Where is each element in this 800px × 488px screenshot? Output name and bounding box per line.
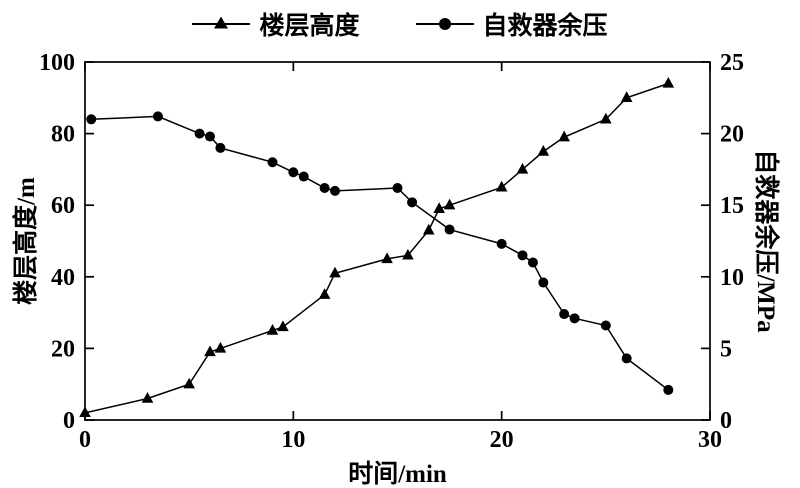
triangle-marker: [433, 202, 445, 213]
triangle-marker: [79, 406, 91, 418]
circle-marker: [569, 313, 580, 324]
triangle-marker: [600, 112, 612, 124]
triangle-marker: [329, 266, 341, 278]
x-tick-label: 0: [79, 427, 91, 453]
right-y-tick-label: 25: [720, 50, 744, 76]
right-y-tick-label: 0: [720, 408, 732, 434]
triangle-marker: [266, 324, 279, 335]
circle-marker: [600, 320, 611, 331]
legend-sample-svg: [192, 16, 251, 29]
chart-legend: 楼层高度 自救器余压: [0, 4, 800, 44]
circle-marker: [621, 353, 632, 364]
floor-height-series: [79, 76, 675, 418]
legend-item-floor-height: 楼层高度: [192, 6, 360, 42]
right-y-tick-label: 20: [720, 122, 744, 148]
right-y-tick-label: 5: [720, 336, 732, 362]
x-tick-label: 20: [490, 427, 514, 453]
circle-marker: [215, 142, 226, 153]
right-y-axis-label: 自救器余压/MPa: [752, 149, 779, 333]
circle-marker: [288, 167, 299, 178]
triangle-marker: [402, 248, 414, 260]
triangle-marker: [422, 223, 435, 235]
left-y-tick-label: 60: [51, 193, 75, 219]
triangle-marker: [537, 145, 550, 156]
circle-marker: [319, 183, 330, 194]
x-tick-label: 10: [281, 427, 305, 453]
triangle-marker: [277, 320, 289, 332]
circle-marker: [392, 183, 403, 194]
circle-marker: [194, 128, 205, 139]
right-y-tick-label: 15: [720, 193, 744, 219]
right-y-tick-label: 10: [720, 265, 744, 291]
floor-height-line: [84, 82, 669, 414]
triangle-marker: [558, 130, 570, 142]
circle-marker: [267, 157, 278, 168]
circle-marker: [527, 257, 538, 268]
triangle-marker: [318, 288, 331, 299]
pressure-series: [86, 111, 674, 395]
circle-marker: [205, 131, 215, 142]
legend-label-pressure: 自救器余压: [482, 13, 608, 40]
triangle-marker: [516, 162, 529, 174]
circle-marker: [407, 197, 418, 208]
triangle-line-marker-icon: [192, 13, 251, 35]
plot-frame: [84, 61, 711, 421]
triangle-marker: [214, 341, 227, 353]
triangle-marker: [443, 198, 456, 210]
circle-marker: [330, 185, 340, 196]
circle-marker: [496, 238, 507, 249]
circle-marker: [152, 111, 163, 122]
triangle-marker: [204, 345, 216, 357]
circle-marker: [298, 171, 309, 182]
circle-marker: [444, 224, 455, 235]
left-y-tick-label: 20: [51, 336, 75, 362]
triangle-marker: [495, 180, 508, 192]
circle-marker: [559, 309, 570, 320]
circle-marker: [517, 250, 528, 261]
left-y-tick-label: 80: [51, 122, 75, 148]
triangle-marker: [662, 76, 675, 88]
circle-marker: [663, 384, 674, 395]
left-y-tick-label: 100: [39, 50, 75, 76]
left-y-tick-label: 0: [63, 408, 75, 434]
triangle-marker: [183, 377, 195, 389]
left-y-axis-label: 楼层高度/m: [13, 177, 40, 305]
legend-item-pressure: 自救器余压: [415, 6, 608, 42]
triangle-marker: [141, 392, 154, 403]
x-axis-label: 时间/min: [348, 461, 447, 488]
circle-marker: [86, 114, 97, 125]
left-y-tick-label: 40: [51, 265, 75, 291]
x-tick-label: 30: [698, 427, 722, 453]
legend-label-floor-height: 楼层高度: [259, 13, 360, 40]
triangle-marker: [620, 91, 633, 102]
pressure-line: [91, 115, 669, 391]
triangle-marker: [381, 252, 393, 264]
circle-marker: [538, 277, 549, 288]
circle-line-marker-icon: [415, 13, 474, 35]
legend-sample-svg: [415, 18, 474, 30]
